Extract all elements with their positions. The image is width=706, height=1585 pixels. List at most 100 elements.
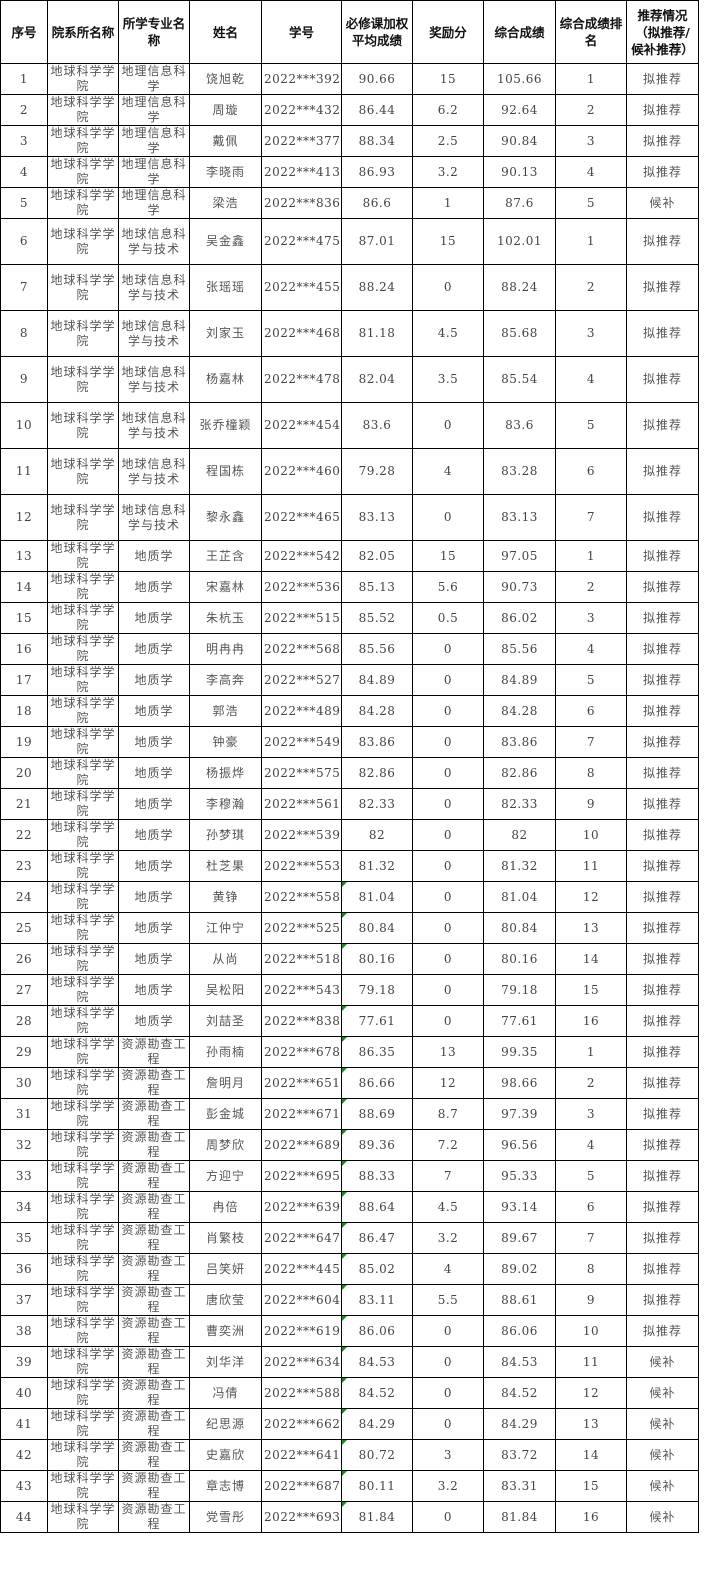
cell-major: 地质学 [118,664,190,696]
cell-index: 15 [0,602,48,634]
cell-student-id: 2022***543 [261,974,342,1006]
cell-name: 戴佩 [189,125,262,157]
cell-recommendation: 候补 [626,1501,699,1533]
cell-index: 41 [0,1408,48,1440]
cell-department: 地球科学学院 [47,63,119,95]
cell-bonus: 0 [412,1346,484,1378]
cell-student-id: 2022***588 [261,1377,342,1409]
cell-name: 钟豪 [189,726,262,758]
table-row: 16 地球科学学院 地质学 明冉冉 2022***568 85.56 0 85.56 4 拟推荐 [0,633,699,665]
cell-gpa: 86.06 [341,1315,413,1347]
cell-department: 地球科学学院 [47,1160,119,1192]
cell-index: 34 [0,1191,48,1223]
cell-name: 吴松阳 [189,974,262,1006]
cell-index: 9 [0,356,48,403]
cell-bonus: 3 [412,1439,484,1471]
cell-gpa: 82.86 [341,757,413,789]
cell-student-id: 2022***639 [261,1191,342,1223]
cell-index: 30 [0,1067,48,1099]
cell-department: 地球科学学院 [47,571,119,603]
cell-recommendation: 拟推荐 [626,912,699,944]
cell-major: 资源勘查工程 [118,1253,190,1285]
cell-recommendation: 候补 [626,1408,699,1440]
cell-total: 82.86 [483,757,556,789]
cell-bonus: 0.5 [412,602,484,634]
cell-department: 地球科学学院 [47,1253,119,1285]
cell-major: 地理信息科学 [118,156,190,188]
cell-student-id: 2022***575 [261,757,342,789]
table-row: 38 地球科学学院 资源勘查工程 曹奕洲 2022***619 86.06 0 86.06 10… [0,1315,699,1347]
cell-student-id: 2022***604 [261,1284,342,1316]
table-row: 24 地球科学学院 地质学 黄铮 2022***558 81.04 0 81.04 12 拟推荐 [0,881,699,913]
cell-name: 孙雨楠 [189,1036,262,1068]
cell-student-id: 2022***460 [261,448,342,495]
header-bonus: 奖励分 [412,0,484,64]
cell-gpa: 83.6 [341,402,413,449]
cell-department: 地球科学学院 [47,310,119,357]
cell-total: 84.28 [483,695,556,727]
cell-student-id: 2022***478 [261,356,342,403]
table-row: 9 地球科学学院 地球信息科学与技术 杨嘉林 2022***478 82.04 3.5 85.… [0,356,699,403]
cell-total: 83.13 [483,494,556,541]
cell-rank: 1 [555,540,627,572]
table-body: 1 地球科学学院 地理信息科学 饶旭乾 2022***392 90.66 15 105.66 1… [0,63,699,1533]
cell-department: 地球科学学院 [47,264,119,311]
cell-name: 饶旭乾 [189,63,262,95]
table-row: 1 地球科学学院 地理信息科学 饶旭乾 2022***392 90.66 15 105.66 1… [0,63,699,95]
cell-major: 资源勘查工程 [118,1160,190,1192]
cell-name: 从尚 [189,943,262,975]
cell-gpa: 77.61 [341,1005,413,1037]
table-row: 13 地球科学学院 地质学 王芷含 2022***542 82.05 15 97.05 1 拟推荐 [0,540,699,572]
cell-index: 23 [0,850,48,882]
cell-recommendation: 拟推荐 [626,1222,699,1254]
cell-rank: 1 [555,218,627,265]
cell-total: 89.02 [483,1253,556,1285]
table-row: 10 地球科学学院 地球信息科学与技术 张乔橦颖 2022***454 83.6 0 83.6… [0,402,699,449]
cell-student-id: 2022***455 [261,264,342,311]
cell-student-id: 2022***689 [261,1129,342,1161]
cell-major: 资源勘查工程 [118,1501,190,1533]
cell-major: 地理信息科学 [118,125,190,157]
cell-name: 郭浩 [189,695,262,727]
cell-rank: 11 [555,850,627,882]
cell-major: 地球信息科学与技术 [118,218,190,265]
cell-name: 詹明月 [189,1067,262,1099]
cell-bonus: 6.2 [412,94,484,126]
cell-recommendation: 拟推荐 [626,125,699,157]
cell-department: 地球科学学院 [47,1439,119,1471]
table-row: 40 地球科学学院 资源勘查工程 冯倩 2022***588 84.52 0 84.52 12 候… [0,1377,699,1409]
cell-student-id: 2022***693 [261,1501,342,1533]
table-row: 3 地球科学学院 地理信息科学 戴佩 2022***377 88.34 2.5 90.84 3 拟… [0,125,699,157]
cell-total: 93.14 [483,1191,556,1223]
cell-name: 江仲宁 [189,912,262,944]
cell-gpa: 86.66 [341,1067,413,1099]
cell-bonus: 1 [412,187,484,219]
cell-bonus: 2.5 [412,125,484,157]
cell-recommendation: 候补 [626,187,699,219]
cell-total: 79.18 [483,974,556,1006]
cell-total: 84.52 [483,1377,556,1409]
table-row: 15 地球科学学院 地质学 朱杭玉 2022***515 85.52 0.5 86.02 3 拟推… [0,602,699,634]
cell-recommendation: 拟推荐 [626,664,699,696]
cell-gpa: 88.34 [341,125,413,157]
cell-recommendation: 拟推荐 [626,356,699,403]
cell-total: 99.35 [483,1036,556,1068]
cell-student-id: 2022***454 [261,402,342,449]
cell-recommendation: 拟推荐 [626,1253,699,1285]
cell-index: 2 [0,94,48,126]
cell-total: 84.89 [483,664,556,696]
cell-department: 地球科学学院 [47,726,119,758]
cell-major: 地理信息科学 [118,94,190,126]
cell-rank: 1 [555,1036,627,1068]
header-index: 序号 [0,0,48,64]
cell-rank: 1 [555,63,627,95]
cell-index: 24 [0,881,48,913]
table-row: 8 地球科学学院 地球信息科学与技术 刘家玉 2022***468 81.18 4.5 85.… [0,310,699,357]
cell-recommendation: 拟推荐 [626,1005,699,1037]
cell-rank: 3 [555,310,627,357]
cell-index: 13 [0,540,48,572]
cell-department: 地球科学学院 [47,1501,119,1533]
cell-recommendation: 拟推荐 [626,63,699,95]
cell-bonus: 15 [412,540,484,572]
cell-total: 85.68 [483,310,556,357]
